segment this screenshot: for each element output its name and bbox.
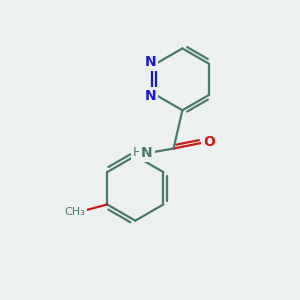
Text: O: O	[203, 135, 215, 149]
Text: N: N	[145, 89, 156, 103]
Text: N: N	[141, 146, 153, 160]
Text: H: H	[133, 146, 142, 159]
Text: O: O	[73, 204, 85, 218]
Text: N: N	[145, 56, 156, 69]
Text: CH₃: CH₃	[64, 207, 85, 217]
